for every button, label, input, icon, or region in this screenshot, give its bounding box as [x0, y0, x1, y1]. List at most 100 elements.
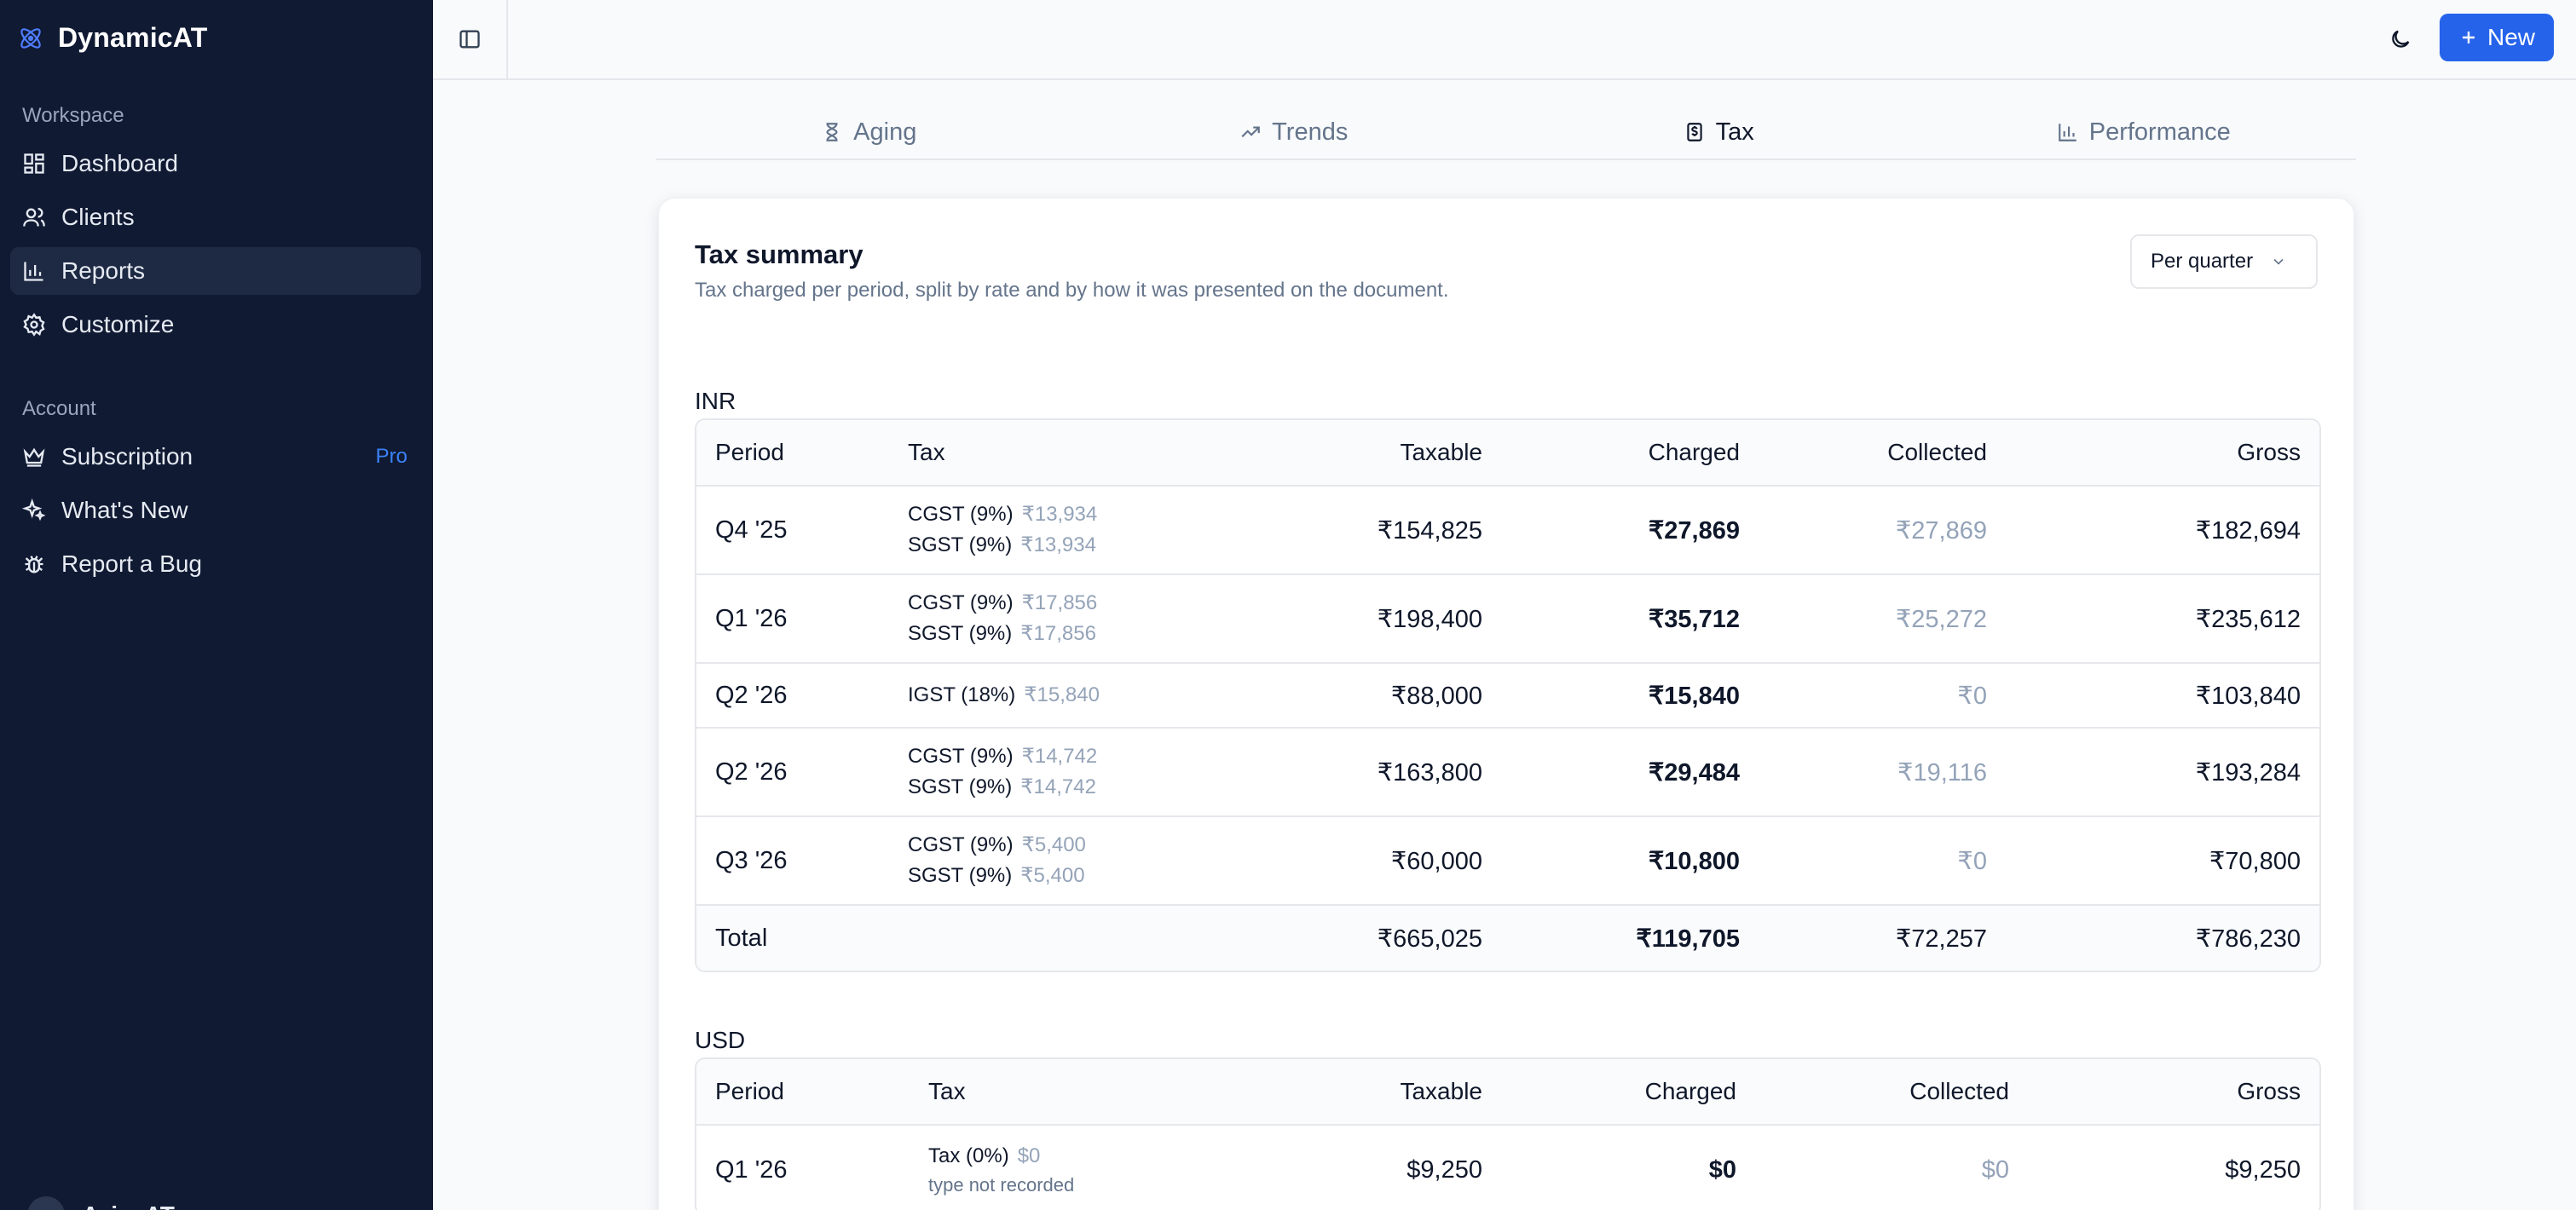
tax-amount: ₹5,400: [1021, 833, 1086, 856]
topbar: New: [433, 0, 2576, 80]
tax-rate-label: CGST (9%): [908, 745, 1014, 768]
usd-tax-table: Period Tax Taxable Charged Collected Gro…: [695, 1057, 2321, 1210]
tax-cell: CGST (9%) ₹14,742 SGST (9%) ₹14,742: [889, 729, 1244, 817]
gross-cell: $9,250: [2225, 1155, 2301, 1184]
tax-line: CGST (9%) ₹14,742: [908, 741, 1225, 772]
charged-cell: $0: [1708, 1155, 1736, 1184]
tax-rate-label: CGST (9%): [908, 503, 1014, 526]
sidebar-item-reports[interactable]: Reports: [10, 247, 421, 295]
tab-tax[interactable]: Tax: [1506, 114, 1932, 158]
period-select-value: Per quarter: [2151, 250, 2254, 273]
tax-cell: CGST (9%) ₹17,856 SGST (9%) ₹17,856: [889, 575, 1244, 664]
col-header-taxable: Taxable: [1244, 420, 1501, 487]
bar-chart-icon: [2058, 124, 2076, 141]
tax-cell: IGST (18%) ₹15,840: [889, 664, 1244, 729]
currency-label-usd: USD: [695, 1027, 746, 1053]
charged-cell: ₹10,800: [1501, 817, 1759, 906]
table-header-row: Period Tax Taxable Charged Collected Gro…: [696, 1059, 2319, 1126]
tax-rate-label: Tax (0%): [928, 1144, 1009, 1167]
sidebar-item-label: Report a Bug: [61, 550, 202, 577]
report-tabs: Aging Trends Tax Performance: [656, 114, 2356, 160]
total-row: Total ₹665,025 ₹119,705 ₹72,257 ₹786,230: [696, 906, 2319, 971]
workspace-section-label: Workspace: [22, 104, 124, 127]
hourglass-icon: [826, 123, 838, 141]
period-cell: Q2 '26: [696, 729, 889, 817]
col-header-charged: Charged: [1501, 420, 1759, 487]
col-header-gross: Gross: [2006, 420, 2319, 487]
crown-icon: [23, 447, 45, 467]
tax-line: CGST (9%) ₹5,400: [908, 830, 1225, 861]
total-gross: ₹786,230: [2006, 906, 2319, 971]
sidebar-item-label: Customize: [61, 311, 175, 337]
col-header-tax: Tax: [910, 1059, 1262, 1126]
sidebar-item-label: Subscription: [61, 443, 193, 470]
charged-cell: ₹15,840: [1501, 664, 1759, 729]
period-cell: Q1 '26: [696, 575, 889, 664]
tax-rate-label: SGST (9%): [908, 533, 1013, 556]
sparkles-icon: [22, 498, 46, 521]
tax-rate-label: CGST (9%): [908, 591, 1014, 614]
gross-cell: ₹235,612: [2006, 575, 2319, 664]
collected-cell: ₹0: [1759, 664, 2006, 729]
sidebar-item-clients[interactable]: Clients: [10, 193, 421, 241]
sidebar-item-report-bug[interactable]: Report a Bug: [10, 540, 421, 588]
bar-chart-icon: [24, 262, 43, 281]
gross-cell: ₹193,284: [2006, 729, 2319, 817]
collected-cell: $0: [1981, 1155, 2009, 1184]
col-header-charged: Charged: [1501, 1059, 1755, 1126]
tax-line: CGST (9%) ₹17,856: [908, 588, 1225, 619]
sidebar-item-whats-new[interactable]: What's New: [10, 487, 421, 534]
theme-toggle-button[interactable]: [2378, 20, 2423, 58]
tax-amount: ₹17,856: [1020, 622, 1096, 645]
col-header-tax: Tax: [889, 420, 1244, 487]
collected-cell: ₹25,272: [1759, 575, 2006, 664]
collected-cell: ₹19,116: [1759, 729, 2006, 817]
gross-cell: ₹182,694: [2006, 487, 2319, 575]
taxable-cell: ₹88,000: [1244, 664, 1501, 729]
period-select[interactable]: Per quarter: [2130, 234, 2318, 289]
atom-logo-icon: [20, 27, 41, 49]
user-menu[interactable]: Azim AT: [27, 1196, 175, 1210]
taxable-cell: $9,250: [1406, 1155, 1482, 1184]
sidebar-item-subscription[interactable]: Subscription Pro: [10, 433, 421, 481]
tab-label: Performance: [2088, 118, 2231, 146]
sidebar-toggle-icon: [459, 30, 480, 49]
new-button[interactable]: New: [2440, 14, 2554, 61]
tab-aging[interactable]: Aging: [656, 114, 1082, 158]
tab-performance[interactable]: Performance: [1932, 114, 2357, 158]
col-header-collected: Collected: [1759, 420, 2006, 487]
table-row: Q1 '26 Tax (0%) $0 type not recorded $9,2…: [696, 1126, 2319, 1210]
table-row: Q2 '26 CGST (9%) ₹14,742 SGST (9%) ₹14,742…: [696, 729, 2319, 817]
table-row: Q4 '25 CGST (9%) ₹13,934 SGST (9%) ₹13,934…: [696, 487, 2319, 575]
tax-line: IGST (18%) ₹15,840: [908, 680, 1225, 711]
tab-label: Aging: [853, 118, 917, 146]
tax-line: Tax (0%) $0: [928, 1141, 1244, 1172]
tax-cell: Tax (0%) $0 type not recorded: [910, 1126, 1262, 1210]
sidebar-item-label: Dashboard: [61, 150, 178, 176]
total-charged: ₹119,705: [1501, 906, 1759, 971]
gear-icon: [23, 313, 45, 337]
tax-amount: ₹14,742: [1020, 775, 1096, 798]
toggle-sidebar-button[interactable]: [433, 0, 508, 78]
tax-note: type not recorded: [928, 1174, 1075, 1196]
total-label: Total: [696, 906, 889, 971]
currency-label-inr: INR: [695, 388, 736, 414]
sidebar-item-dashboard[interactable]: Dashboard: [10, 140, 421, 187]
charged-cell: ₹35,712: [1501, 575, 1759, 664]
tax-rate-label: CGST (9%): [908, 833, 1014, 856]
brand[interactable]: DynamicAT: [17, 22, 207, 54]
card-subtitle: Tax charged per period, split by rate an…: [695, 279, 1449, 302]
collected-cell: ₹27,869: [1759, 487, 2006, 575]
tax-rate-label: SGST (9%): [908, 775, 1013, 798]
tab-trends[interactable]: Trends: [1082, 114, 1507, 158]
table-row: Q3 '26 CGST (9%) ₹5,400 SGST (9%) ₹5,400 ₹…: [696, 817, 2319, 906]
sidebar-item-customize[interactable]: Customize: [10, 301, 421, 349]
avatar: [27, 1196, 65, 1210]
tax-amount: ₹5,400: [1020, 864, 1085, 887]
period-cell: Q4 '25: [696, 487, 889, 575]
account-section-label: Account: [22, 397, 96, 420]
col-header-collected: Collected: [1755, 1059, 2028, 1126]
tax-line: SGST (9%) ₹17,856: [908, 619, 1225, 649]
receipt-icon: [1687, 123, 1702, 141]
col-header-taxable: Taxable: [1262, 1059, 1501, 1126]
